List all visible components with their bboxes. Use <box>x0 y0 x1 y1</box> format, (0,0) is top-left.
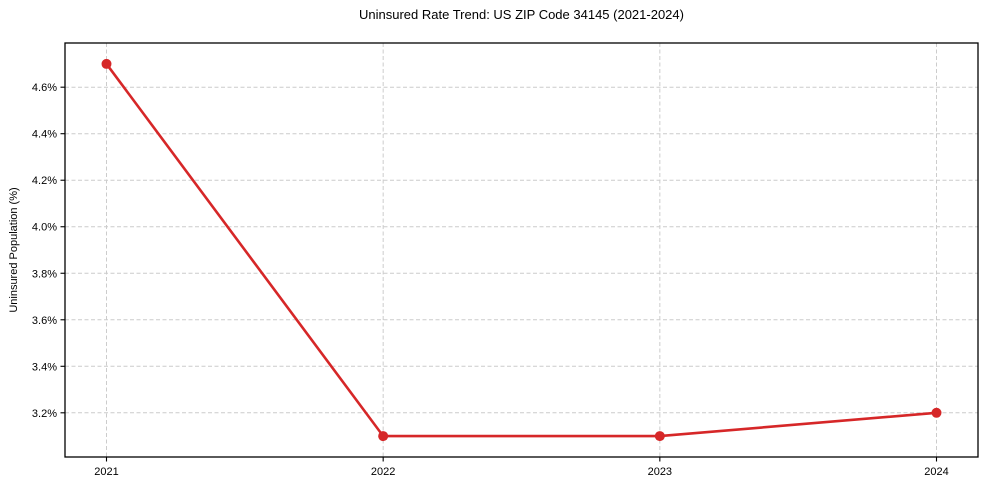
x-tick-label: 2021 <box>94 466 118 478</box>
chart-title: Uninsured Rate Trend: US ZIP Code 34145 … <box>359 7 684 22</box>
y-tick-label: 3.8% <box>32 268 57 280</box>
trend-line <box>105 62 938 438</box>
x-tick-label: 2024 <box>924 466 948 478</box>
y-tick-label: 4.0% <box>32 222 57 234</box>
data-point-2022 <box>378 431 389 442</box>
y-tick-label: 4.6% <box>32 82 57 94</box>
y-tick-label: 3.2% <box>32 408 57 420</box>
plot-border <box>64 42 979 458</box>
data-point-2024 <box>931 407 942 418</box>
y-tick-label: 4.2% <box>32 175 57 187</box>
y-tick-label: 3.6% <box>32 315 57 327</box>
data-point-2023 <box>654 431 665 442</box>
data-point-2021 <box>101 58 112 69</box>
x-tick-label: 2023 <box>648 466 672 478</box>
y-tick-label: 3.4% <box>32 361 57 373</box>
x-tick-label: 2022 <box>371 466 395 478</box>
y-tick-label: 4.4% <box>32 129 57 141</box>
y-axis-label: Uninsured Population (%) <box>8 187 20 313</box>
